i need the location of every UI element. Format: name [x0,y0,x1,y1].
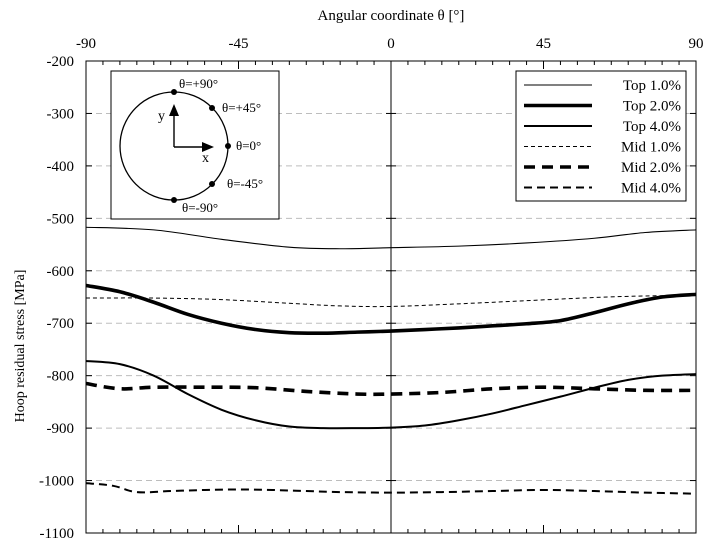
y-tick-label: -1000 [39,474,74,490]
inset-label-plus90: θ=+90° [179,76,218,91]
y-tick-label: -800 [47,369,75,385]
x-tick-label: 0 [387,36,395,52]
series-line-6 [85,482,697,495]
legend-label-2: Top 2.0% [623,99,681,115]
inset-x-label: x [202,151,209,166]
inset-label-0: θ=0° [236,138,261,153]
legend: Top 1.0% Top 2.0% Top 4.0% Mid 1.0% Mid 2.0%… [515,70,687,202]
series-line-5 [85,381,697,397]
inset-label-plus45: θ=+45° [222,100,261,115]
inset-point-plus45 [209,105,215,111]
tick-labels: -200-300-400-500-600-700-800-900-1000-11… [39,36,704,542]
legend-label-4: Mid 1.0% [621,140,681,156]
x-tick-label: 90 [689,36,704,52]
inset-label-minus90: θ=-90° [182,200,218,215]
inset-label-minus45: θ=-45° [227,176,263,191]
inset-point-plus90 [171,89,177,95]
legend-frame [515,70,687,202]
legend-items: Top 1.0% Top 2.0% Top 4.0% Mid 1.0% Mid 2.0%… [524,78,681,197]
y-tick-label: -700 [47,316,75,332]
y-tick-label: -500 [47,211,75,227]
y-axis-title: Hoop residual stress [MPa] [13,270,28,423]
x-tick-label: -90 [76,36,96,52]
inset-diagram: y x θ=+90° θ=+45° θ=0° θ=-45° θ=-90° [110,70,280,220]
inset-x-arrowhead [202,142,214,152]
y-tick-label: -600 [47,264,75,280]
inset-point-0 [225,143,231,149]
x-tick-label: -45 [229,36,249,52]
inset-y-arrowhead [169,104,179,116]
x-tick-label: 45 [536,36,551,52]
inset-y-label: y [158,109,165,124]
x-axis-title: Angular coordinate θ [°] [318,8,465,24]
y-tick-label: -300 [47,106,75,122]
legend-label-1: Top 1.0% [623,78,681,94]
y-tick-label: -900 [47,421,75,437]
legend-label-6: Mid 4.0% [621,181,681,197]
legend-label-3: Top 4.0% [623,119,681,135]
y-tick-label: -400 [47,159,75,175]
y-tick-label: -1100 [40,526,74,542]
y-tick-label: -200 [47,54,75,70]
inset-point-minus90 [171,197,177,203]
inset-point-minus45 [209,181,215,187]
legend-label-5: Mid 2.0% [621,160,681,176]
